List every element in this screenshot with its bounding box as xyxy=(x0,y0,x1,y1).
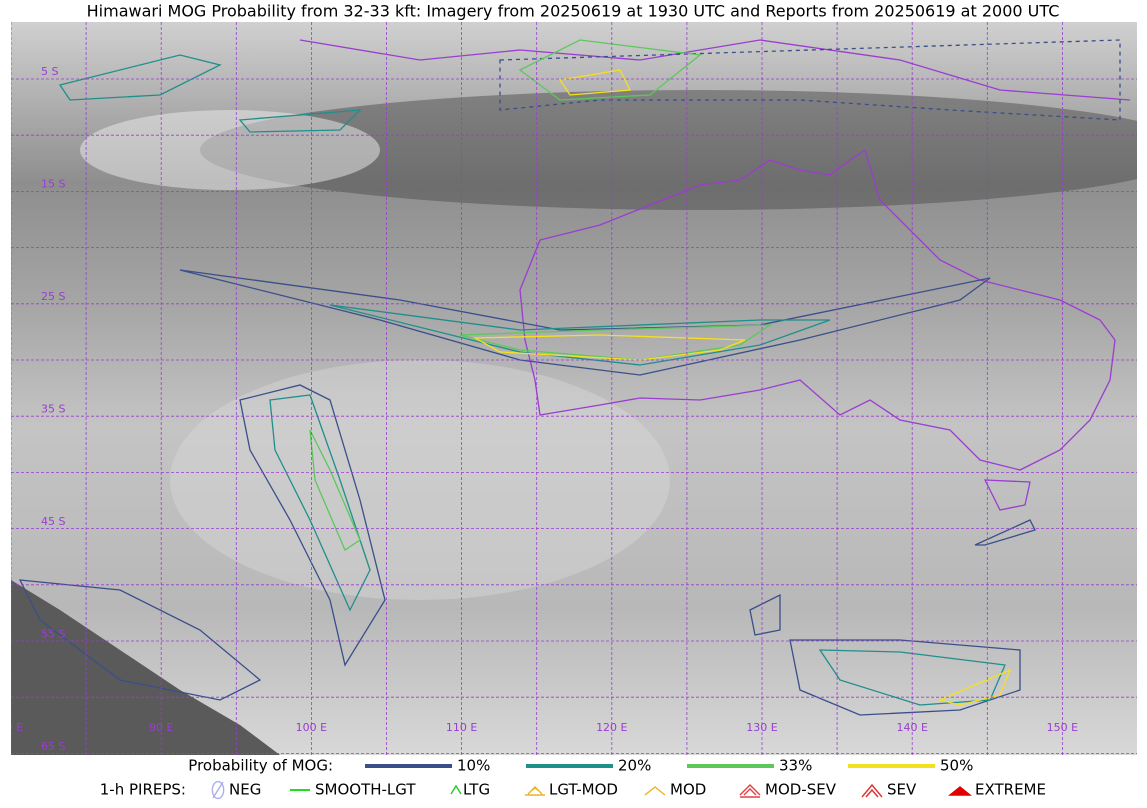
pirep-icon xyxy=(948,786,972,796)
legend-label: SEV xyxy=(887,781,917,799)
legend-label: SMOOTH-LGT xyxy=(315,781,416,799)
lon-label: 130 E xyxy=(746,721,777,734)
coastline xyxy=(299,39,1131,101)
contour-10 xyxy=(239,384,386,667)
cloud xyxy=(80,110,380,190)
title: Himawari MOG Probability from 32-33 kft:… xyxy=(87,2,1060,21)
legend-label: NEG xyxy=(229,781,261,799)
contour-10 xyxy=(749,593,781,636)
coastline xyxy=(519,148,1116,471)
lat-label: 65 S xyxy=(41,740,65,753)
contour-20 xyxy=(58,54,222,101)
lon-label: 90 E xyxy=(149,721,173,734)
legend-label: MOD xyxy=(670,781,706,799)
lat-label: 55 S xyxy=(41,628,65,641)
dry-band xyxy=(200,90,1137,210)
lon-label: 120 E xyxy=(596,721,627,734)
contour-20 xyxy=(269,394,371,612)
legend-label: LTG xyxy=(463,781,490,799)
pirep-icon xyxy=(450,784,462,795)
legend-label: 20% xyxy=(618,757,651,775)
lon-label: 150 E xyxy=(1047,721,1078,734)
map: 5 S 15 S 25 S 35 S 45 S 55 S 65 S 80 E 90 E 100 E… xyxy=(0,22,1137,755)
legend-label: 50% xyxy=(940,757,973,775)
legend-title: 1-h PIREPS: xyxy=(100,781,186,799)
no-data xyxy=(11,580,280,755)
legend-label: EXTREME xyxy=(975,781,1046,799)
lat-label: 35 S xyxy=(41,403,65,416)
legend-label: MOD-SEV xyxy=(765,781,837,799)
pirep-icon xyxy=(861,783,883,798)
lat-label: 15 S xyxy=(41,178,65,191)
lat-label: 5 S xyxy=(41,65,58,78)
contour-10 xyxy=(499,39,1121,121)
contour-50 xyxy=(558,69,632,96)
lon-label: 140 E xyxy=(896,721,927,734)
contour-33 xyxy=(459,324,773,361)
contour-50 xyxy=(472,334,746,361)
legend-label: LGT-MOD xyxy=(549,781,618,799)
coastline xyxy=(983,479,1031,511)
contour-20 xyxy=(818,649,1006,706)
legend-label: 10% xyxy=(457,757,490,775)
pirep-icon xyxy=(211,780,225,800)
contours xyxy=(18,39,1121,716)
cloud xyxy=(170,360,670,600)
contour-20 xyxy=(238,109,362,133)
contour-50 xyxy=(937,668,1012,706)
pirep-icon xyxy=(739,784,761,798)
contour-33 xyxy=(518,39,702,101)
lon-label: 110 E xyxy=(446,721,477,734)
pirep-icon xyxy=(525,786,545,796)
legend-title: Probability of MOG: xyxy=(188,757,333,775)
lat-label: 45 S xyxy=(41,515,65,528)
contour-33 xyxy=(309,429,361,551)
pirep-icon xyxy=(644,786,666,796)
lat-label: 25 S xyxy=(41,290,65,303)
lon-label: 100 E xyxy=(296,721,327,734)
legend-label: 33% xyxy=(779,757,812,775)
contour-10 xyxy=(179,269,991,376)
lon-label: 80 E xyxy=(0,721,23,734)
contour-10 xyxy=(18,579,262,701)
